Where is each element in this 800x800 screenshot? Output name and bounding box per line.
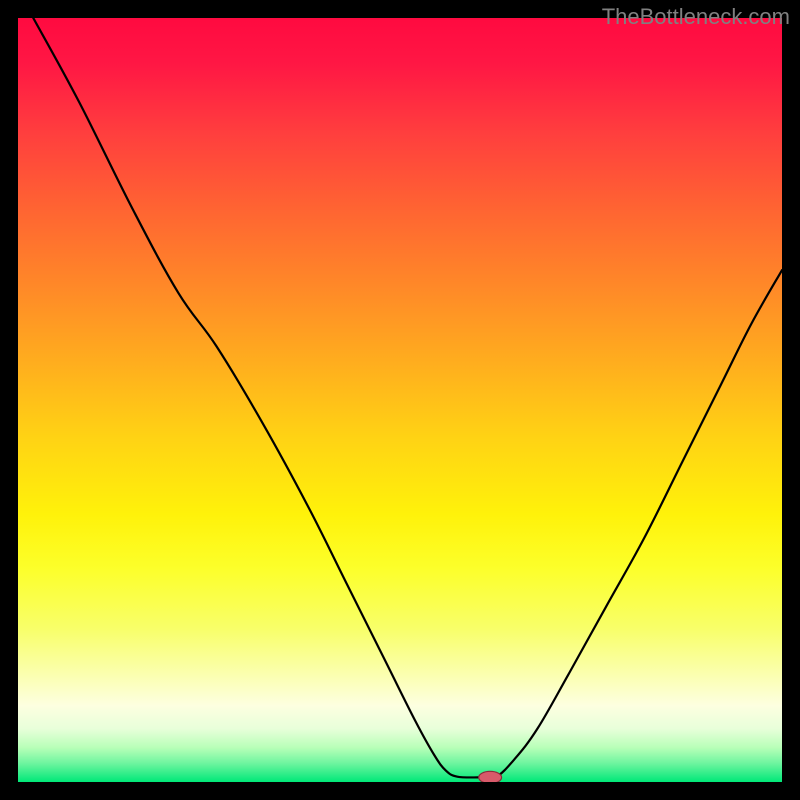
watermark-text: TheBottleneck.com	[602, 4, 790, 30]
chart-background	[18, 18, 782, 782]
optimal-point-marker	[479, 771, 502, 782]
chart-svg	[18, 18, 782, 782]
chart-area	[18, 18, 782, 782]
